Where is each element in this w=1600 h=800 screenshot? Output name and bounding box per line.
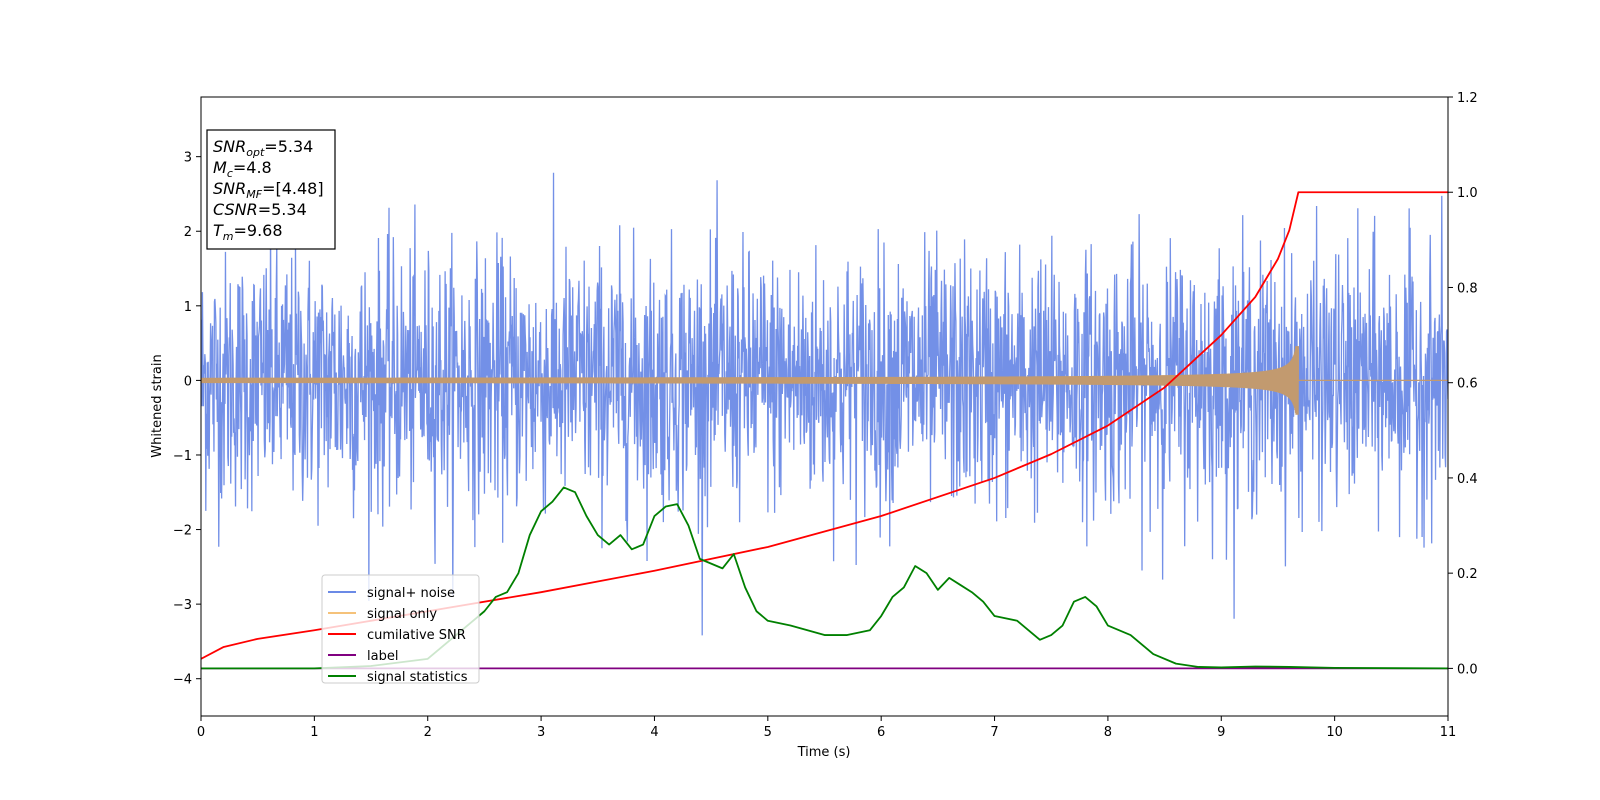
series-line-signal-noise (201, 172, 1448, 636)
y-tick-label-left: 2 (184, 225, 192, 240)
y-tick-label-right: 0.2 (1457, 567, 1478, 582)
plot-frame (200, 96, 1449, 717)
y-tick-label-right: 0.6 (1457, 377, 1478, 392)
legend-label: signal+ noise (367, 586, 455, 601)
x-tick-label: 6 (877, 725, 885, 740)
y-tick-label-left: −1 (173, 449, 192, 464)
y-tick-label-left: 0 (184, 374, 192, 389)
legend-frame (321, 574, 480, 684)
x-tick-label: 3 (537, 725, 545, 740)
legend-label: label (367, 649, 398, 664)
x-tick-label: 8 (1104, 725, 1112, 740)
x-tick-label: 7 (990, 725, 998, 740)
annotation-line: SNRMF=[4.48] (213, 179, 324, 201)
annotation-box-frame (206, 129, 336, 250)
x-tick-label: 11 (1440, 725, 1457, 740)
x-tick-label: 10 (1326, 725, 1343, 740)
annotation-line: Tm=9.68 (213, 221, 283, 243)
x-axis-label: Time (s) (797, 745, 851, 760)
series-line-signal-only (201, 346, 1448, 415)
y-tick-label-right: 0.8 (1457, 281, 1478, 296)
legend: signal+ noise signal only cumilative SNR la… (321, 574, 480, 685)
y-tick-label-right: 0.0 (1457, 662, 1478, 677)
annotation-line: Mc=4.8 (213, 158, 272, 180)
y-tick-label-left: −2 (173, 524, 192, 539)
y-tick-label-left: 3 (184, 151, 192, 166)
x-tick-label: 4 (650, 725, 658, 740)
x-tick-label: 1 (310, 725, 318, 740)
x-tick-label: 0 (197, 725, 205, 740)
series-line-signal-statistics (201, 486, 1448, 670)
series-line-cumilative-snr (201, 191, 1448, 660)
legend-label: signal statistics (367, 670, 468, 685)
y-tick-label-left: 1 (184, 300, 192, 315)
legend-label: signal only (367, 607, 437, 622)
annotation-line: SNRopt=5.34 (213, 137, 313, 159)
x-tick-label: 2 (424, 725, 432, 740)
y-tick-label-right: 1.2 (1457, 91, 1478, 106)
legend-label: cumilative SNR (367, 628, 466, 643)
axes: 0 1 2 3 4 5 6 7 8 9 10 11 −4 −3 −2 −1 0 1 2 3 0.0 0.2 0.4 0.6 0.… (173, 91, 1478, 740)
x-tick-label: 5 (764, 725, 772, 740)
y-tick-label-right: 0.4 (1457, 472, 1478, 487)
y-tick-label-left: −3 (173, 598, 192, 613)
x-tick-label: 9 (1217, 725, 1225, 740)
y-tick-label-left: −4 (173, 673, 192, 688)
annotation-line: CSNR=5.34 (213, 200, 307, 219)
y-axis-label: Whitened strain (150, 354, 165, 457)
y-tick-label-right: 1.0 (1457, 186, 1478, 201)
